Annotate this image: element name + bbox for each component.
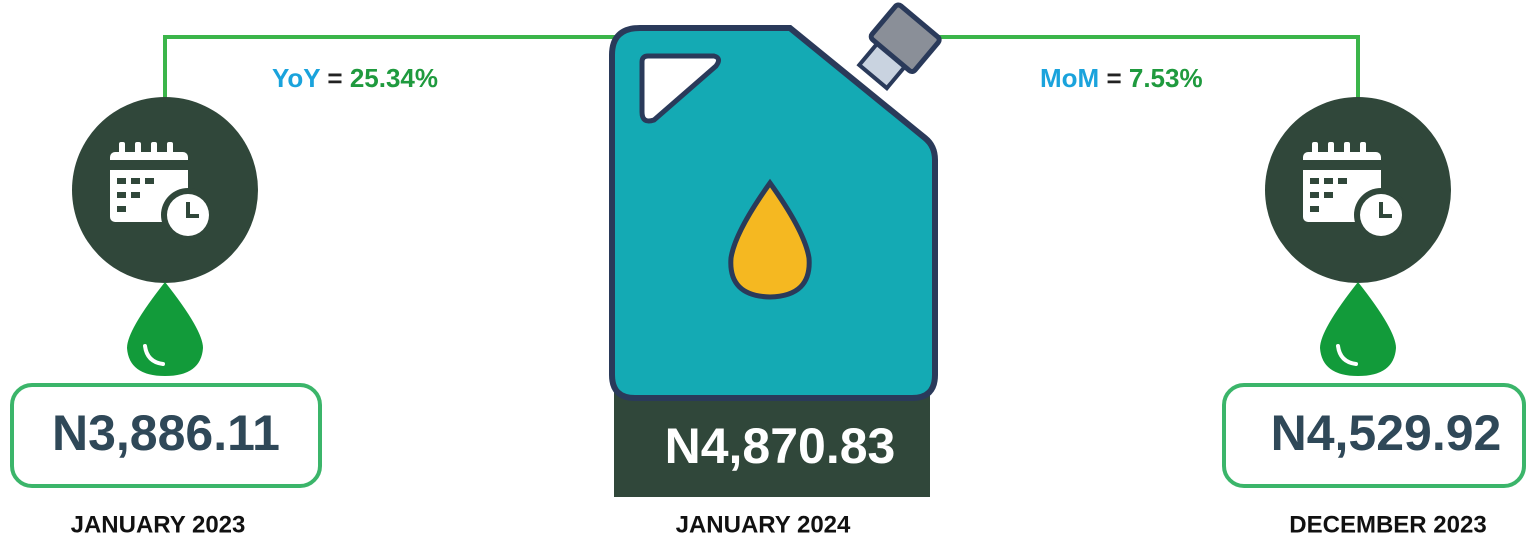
text: 7.53%: [1129, 63, 1203, 93]
center-card: N4,870.83 JANUARY 2024: [612, 3, 941, 538]
text: =: [327, 63, 342, 93]
period: JANUARY 2024: [676, 511, 851, 538]
text: YoY: [272, 63, 320, 93]
text: 25.34%: [350, 63, 438, 93]
infographic: YoY = 25.34% MoM = 7.53% N3,886.11 JANUA…: [0, 0, 1528, 538]
period: DECEMBER 2023: [1289, 511, 1486, 538]
mom: MoM = 7.53%: [1040, 63, 1203, 93]
price: N3,886.11: [52, 405, 280, 461]
period: JANUARY 2023: [71, 511, 246, 538]
yoy: YoY = 25.34%: [272, 63, 438, 93]
left-card: N3,886.11 JANUARY 2023: [12, 97, 320, 538]
right-card: N4,529.92 DECEMBER 2023: [1224, 97, 1524, 538]
price: N4,870.83: [665, 418, 896, 474]
text: =: [1106, 63, 1121, 93]
price: N4,529.92: [1271, 405, 1502, 461]
text: MoM: [1040, 63, 1099, 93]
